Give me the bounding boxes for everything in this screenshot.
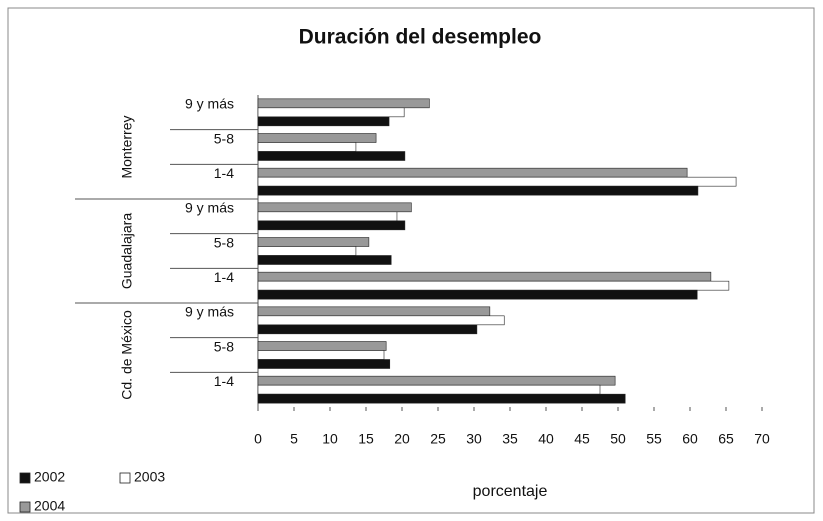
bar bbox=[257, 246, 357, 256]
group-label: Monterrey bbox=[119, 115, 135, 178]
x-tick-label: 55 bbox=[646, 431, 662, 447]
bar bbox=[257, 133, 377, 143]
bar bbox=[257, 375, 616, 386]
legend-swatch bbox=[19, 501, 31, 513]
y-tick-label: 1-4 bbox=[214, 373, 234, 389]
legend-swatch bbox=[119, 472, 131, 484]
bar bbox=[257, 306, 491, 317]
x-tick-label: 70 bbox=[754, 431, 770, 447]
bar bbox=[257, 237, 370, 247]
bar bbox=[257, 280, 730, 291]
bar bbox=[257, 359, 391, 369]
bar bbox=[257, 151, 406, 161]
bar bbox=[257, 384, 601, 395]
bar bbox=[257, 116, 390, 127]
x-tick-label: 45 bbox=[574, 431, 590, 447]
x-tick-label: 20 bbox=[394, 431, 410, 447]
x-tick-label: 40 bbox=[538, 431, 554, 447]
y-tick-label: 1-4 bbox=[214, 165, 234, 181]
legend-label: 2003 bbox=[134, 469, 165, 485]
bar bbox=[257, 255, 392, 265]
bar bbox=[257, 220, 406, 231]
bar bbox=[257, 350, 385, 360]
bar bbox=[257, 167, 688, 178]
x-tick-label: 15 bbox=[358, 431, 374, 447]
x-tick-label: 0 bbox=[254, 431, 262, 447]
group-label: Guadalajara bbox=[119, 213, 135, 289]
bar bbox=[257, 185, 699, 196]
bar bbox=[257, 324, 478, 335]
y-tick-label: 1-4 bbox=[214, 269, 234, 285]
bar bbox=[257, 271, 712, 282]
x-tick-label: 25 bbox=[430, 431, 446, 447]
bar bbox=[257, 289, 698, 300]
bar bbox=[257, 142, 357, 152]
x-tick-label: 5 bbox=[290, 431, 298, 447]
x-tick-label: 30 bbox=[466, 431, 482, 447]
bar bbox=[257, 211, 398, 222]
chart-title: Duración del desempleo bbox=[299, 26, 542, 49]
bar bbox=[257, 341, 387, 351]
x-tick-label: 35 bbox=[502, 431, 518, 447]
legend-label: 2004 bbox=[34, 498, 65, 514]
y-tick-label: 5-8 bbox=[214, 338, 234, 354]
bar bbox=[257, 202, 412, 213]
bar bbox=[257, 393, 626, 404]
group-label: Cd. de México bbox=[119, 310, 135, 400]
y-tick-label: 5-8 bbox=[214, 130, 234, 146]
bar bbox=[257, 176, 737, 187]
x-axis-label: porcentaje bbox=[473, 483, 548, 500]
legend-label: 2002 bbox=[34, 469, 65, 485]
x-tick-label: 65 bbox=[718, 431, 734, 447]
y-tick-label: 5-8 bbox=[214, 234, 234, 250]
bar bbox=[257, 98, 430, 109]
chart-frame bbox=[7, 7, 815, 514]
x-tick-label: 60 bbox=[682, 431, 698, 447]
bar bbox=[257, 107, 405, 118]
x-tick-label: 50 bbox=[610, 431, 626, 447]
y-tick-label: 9 y más bbox=[185, 96, 234, 112]
legend-swatch bbox=[19, 472, 31, 484]
y-tick-label: 9 y más bbox=[185, 200, 234, 216]
bar bbox=[257, 315, 505, 326]
x-tick-label: 10 bbox=[322, 431, 338, 447]
y-tick-label: 9 y más bbox=[185, 304, 234, 320]
